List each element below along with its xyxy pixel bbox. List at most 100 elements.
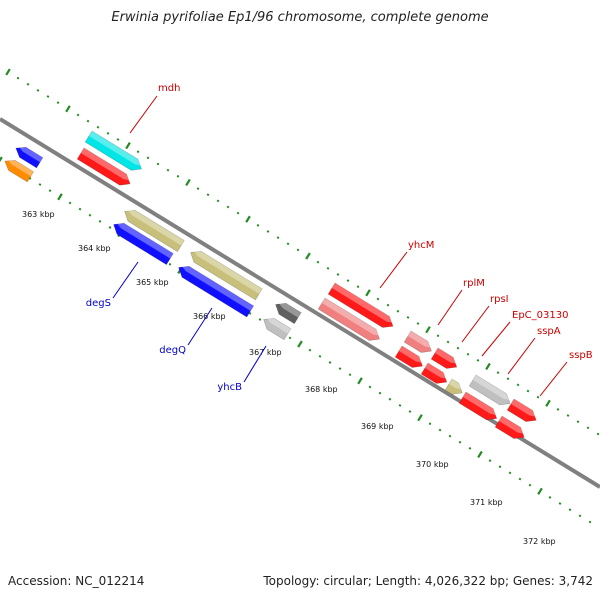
- feature-arrow: [468, 374, 511, 406]
- feature-arrow: [430, 347, 458, 369]
- forward-other: [444, 378, 465, 395]
- tick-mark: [346, 279, 350, 282]
- reverse-other: [275, 301, 302, 325]
- tick-mark: [216, 199, 220, 203]
- tick-mark: [338, 367, 342, 370]
- tick-mark: [236, 211, 240, 215]
- feature-arrow: [84, 130, 142, 171]
- forward-rrna: [317, 297, 382, 341]
- gene-label-line: [112, 261, 139, 299]
- forward-rrna: [403, 330, 434, 353]
- tick-mark: [48, 189, 52, 193]
- tick-mark: [596, 432, 600, 436]
- forward-cds: [430, 347, 459, 369]
- tick-mark: [446, 340, 450, 344]
- feature-highlight: [424, 363, 449, 380]
- forward-gene: [84, 130, 144, 171]
- feature-arrow: [275, 302, 302, 325]
- feature-highlight: [80, 148, 132, 181]
- tick-mark: [357, 377, 363, 385]
- tick-mark: [226, 205, 230, 209]
- tick-mark: [365, 289, 371, 297]
- tick-mark: [526, 389, 530, 393]
- tick-mark: [176, 174, 180, 178]
- accession-text: Accession: NC_012214: [8, 574, 145, 588]
- tick-mark: [406, 316, 410, 319]
- tick-mark: [448, 434, 452, 438]
- tick-mark: [88, 213, 92, 217]
- tick-mark: [576, 420, 580, 424]
- feature-highlight: [126, 208, 185, 246]
- feature-arrow: [15, 146, 44, 169]
- tick-mark: [528, 483, 532, 487]
- feature-highlight: [6, 158, 34, 177]
- feature-arrow: [458, 391, 498, 421]
- tick-mark: [57, 193, 63, 201]
- tick-mark: [106, 131, 110, 135]
- tick-mark: [28, 177, 32, 180]
- kbp-labels: 363 kbp 364 kbp 365 kbp 366 kbp 367 kbp 368 k…: [22, 210, 556, 546]
- tick-mark: [388, 397, 392, 401]
- tick-mark: [425, 326, 431, 334]
- tick-mark: [578, 514, 582, 518]
- gene-label-line: [243, 345, 267, 383]
- tick-mark: [498, 465, 502, 469]
- tick-mark: [196, 187, 200, 190]
- tick-mark: [266, 230, 270, 233]
- tick-mark: [428, 422, 432, 426]
- tick-mark: [476, 358, 480, 362]
- genome-summary-text: Topology: circular; Length: 4,026,322 bp…: [263, 574, 593, 588]
- kbp-label: 371 kbp: [470, 498, 503, 507]
- feature-highlight: [192, 249, 263, 294]
- tick-mark: [276, 236, 280, 240]
- feature-arrow: [263, 317, 292, 341]
- gene-label-line: [507, 337, 536, 375]
- gene-label-line: [379, 251, 408, 289]
- gene-label-EpC_03130: EpC_03130: [512, 310, 568, 321]
- tick-mark: [125, 142, 131, 150]
- tick-mark: [356, 285, 360, 289]
- tick-mark: [506, 377, 510, 381]
- tick-mark: [488, 459, 492, 462]
- tick-mark: [378, 391, 382, 395]
- forward-cds: [327, 282, 395, 328]
- feature-highlight: [17, 145, 43, 163]
- feature-arrow: [327, 282, 394, 328]
- tick-mark: [328, 361, 332, 364]
- tick-mark: [516, 383, 520, 387]
- feature-highlight: [398, 346, 425, 364]
- tick-mark: [296, 248, 300, 252]
- forward-cds: [420, 362, 449, 384]
- feature-arrow: [403, 330, 432, 353]
- reverse-cds: [124, 208, 185, 253]
- reverse-gene: [113, 221, 174, 266]
- tick-mark: [286, 242, 290, 246]
- feature-arrow: [317, 297, 380, 341]
- tick-mark: [417, 414, 423, 422]
- tick-mark: [496, 371, 500, 374]
- tick-mark: [436, 334, 440, 338]
- tick-mark: [398, 404, 402, 407]
- tick-mark: [468, 446, 472, 450]
- forward-gene: [263, 316, 292, 341]
- feature-arrow: [4, 159, 34, 183]
- tick-mark: [56, 101, 60, 105]
- tick-mark: [477, 450, 483, 459]
- tick-mark: [78, 207, 82, 211]
- tick-mark: [46, 95, 50, 98]
- feature-highlight: [88, 131, 144, 166]
- tick-mark: [376, 297, 380, 301]
- tick-mark: [348, 373, 352, 377]
- feature-highlight: [498, 416, 527, 435]
- feature-arrow: [506, 398, 537, 422]
- tick-mark: [305, 252, 311, 260]
- feature-highlight: [115, 221, 174, 259]
- gene-features: [4, 130, 539, 439]
- tick-mark: [316, 260, 320, 264]
- tick-mark: [166, 168, 170, 172]
- tick-mark: [536, 395, 540, 399]
- tick-mark: [308, 348, 312, 352]
- tick-mark: [96, 125, 100, 129]
